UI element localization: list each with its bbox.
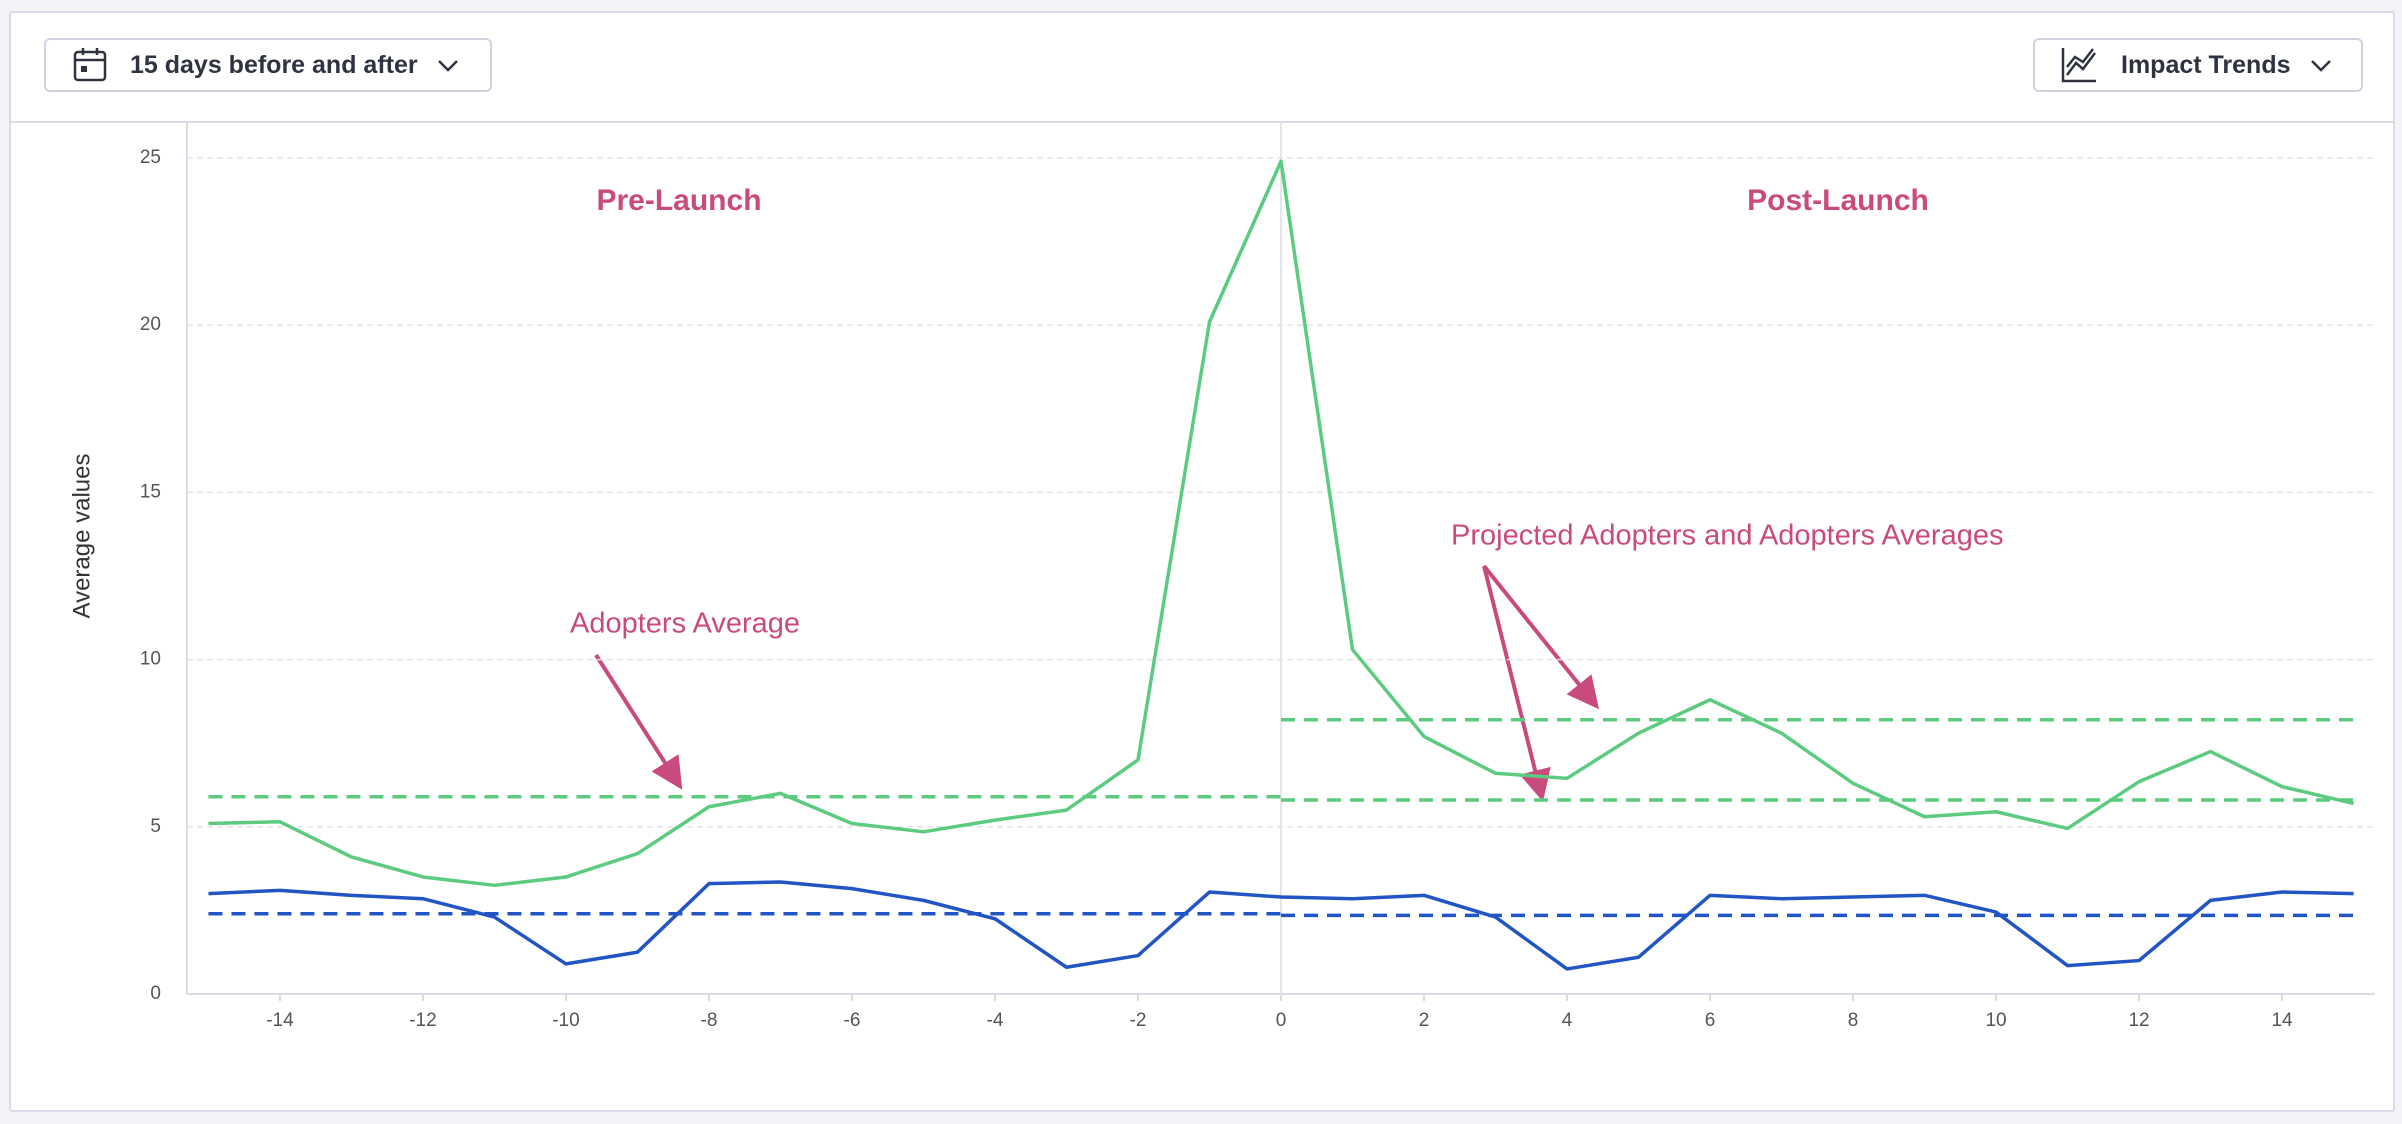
y-tick-label: 20 xyxy=(140,314,161,335)
x-tick-label: 2 xyxy=(1419,1010,1430,1031)
arrow xyxy=(1482,565,1551,802)
annotation: Pre-Launch xyxy=(596,184,761,217)
trend-icon xyxy=(2061,48,2096,83)
arrow xyxy=(1482,564,1600,710)
calendar-icon xyxy=(73,48,107,82)
y-axis-title: Average values xyxy=(68,454,95,619)
x-tick-label: 10 xyxy=(1985,1010,2006,1031)
x-tick-label: -10 xyxy=(552,1010,579,1031)
series-line xyxy=(208,159,2354,888)
x-tick-label: -14 xyxy=(266,1010,294,1031)
y-tick-label: 10 xyxy=(140,649,161,670)
panel: 15 days before and after Impact Trends xyxy=(9,11,2395,1112)
x-tick-label: 14 xyxy=(2271,1010,2293,1031)
x-tick-label: 0 xyxy=(1276,1010,1287,1031)
annotation: Projected Adopters and Adopters Averages xyxy=(1451,520,2003,552)
x-tick-label: -12 xyxy=(409,1010,436,1031)
x-tick-label: 4 xyxy=(1562,1010,1573,1031)
x-tick-label: -2 xyxy=(1130,1010,1147,1031)
range-dropdown[interactable]: 15 days before and after xyxy=(44,38,492,92)
annotation: Adopters Average xyxy=(570,608,800,640)
x-tick-label: -4 xyxy=(987,1010,1004,1031)
view-dropdown[interactable]: Impact Trends xyxy=(2033,38,2363,92)
view-label: Impact Trends xyxy=(2121,50,2291,79)
chevron xyxy=(437,60,458,72)
arrow xyxy=(594,653,683,790)
x-tick-label: -6 xyxy=(844,1010,861,1031)
y-tick-label: 25 xyxy=(140,147,161,168)
x-tick-label: 6 xyxy=(1705,1010,1716,1031)
series-line xyxy=(208,880,2354,971)
range-label: 15 days before and after xyxy=(130,50,418,79)
x-tick-label: 12 xyxy=(2128,1010,2149,1031)
chevron xyxy=(2310,60,2331,72)
x-tick-label: -8 xyxy=(701,1010,718,1031)
toolbar: 15 days before and after Impact Trends xyxy=(11,13,2393,123)
y-tick-label: 0 xyxy=(150,983,161,1004)
annotation: Post-Launch xyxy=(1747,184,1929,217)
y-tick-label: 15 xyxy=(140,481,161,502)
x-tick-label: 8 xyxy=(1848,1010,1859,1031)
y-tick-label: 5 xyxy=(150,816,161,837)
